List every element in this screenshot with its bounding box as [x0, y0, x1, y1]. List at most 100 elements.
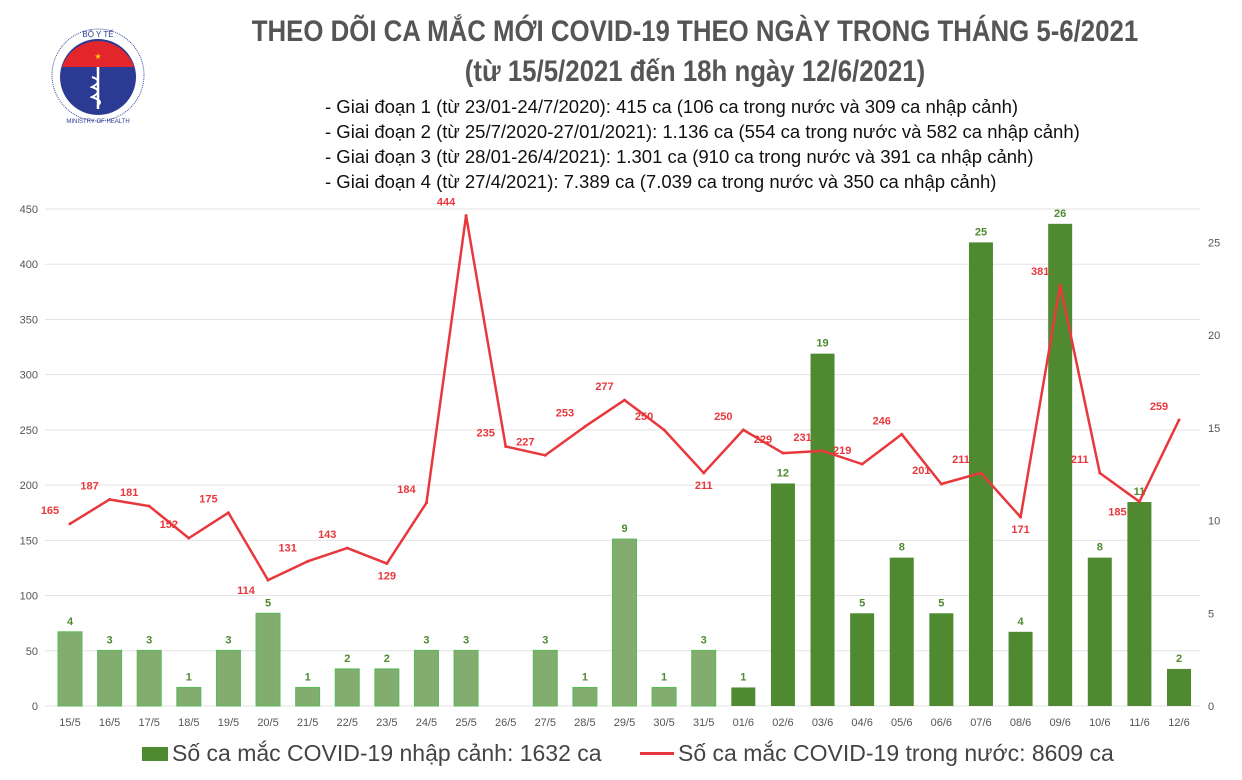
chart-title: THEO DÕI CA MẮC MỚI COVID-19 THEO NGÀY T… [251, 15, 1139, 48]
bar-data-label: 11 [1134, 486, 1146, 498]
bar [929, 613, 954, 706]
line-data-label: 114 [237, 585, 256, 597]
bar-data-label: 1 [305, 671, 311, 683]
line-point [543, 453, 547, 457]
bar [1127, 502, 1152, 706]
line-point [939, 482, 943, 486]
bar [889, 557, 914, 706]
bar-data-label: 25 [975, 226, 987, 238]
x-axis-tick: 19/5 [218, 717, 239, 729]
bar-data-label: 4 [1018, 616, 1025, 628]
legend-line-swatch [640, 752, 674, 755]
line-data-label: 184 [397, 484, 416, 496]
phase-4-text: - Giai đoạn 4 (từ 27/4/2021): 7.389 ca (… [325, 171, 997, 192]
line-data-label: 231 [793, 432, 811, 444]
line-point [821, 449, 825, 453]
bar [810, 353, 835, 706]
bar [532, 649, 558, 707]
bar-data-label: 9 [621, 523, 627, 535]
line-data-label: 444 [437, 197, 456, 209]
line-point [187, 536, 191, 540]
x-axis-tick: 31/5 [693, 717, 714, 729]
ministry-of-health-logo: ★ BỘ Y TẾ MINISTRY OF HEALTH [48, 25, 148, 130]
bar-data-label: 26 [1054, 208, 1066, 220]
line-data-label: 253 [556, 408, 574, 420]
bar [731, 687, 756, 706]
line-data-label: 143 [318, 529, 336, 541]
x-axis-tick: 02/6 [772, 717, 793, 729]
x-axis-tick: 16/5 [99, 717, 120, 729]
bar-data-label: 8 [899, 542, 905, 554]
line-data-label: 171 [1011, 524, 1029, 536]
line-point [702, 471, 706, 475]
x-axis-tick: 18/5 [178, 717, 199, 729]
bar [453, 649, 479, 707]
bar [850, 613, 875, 706]
line-point [583, 425, 587, 429]
svg-text:MINISTRY OF HEALTH: MINISTRY OF HEALTH [66, 119, 129, 125]
bar-data-label: 19 [816, 338, 828, 350]
bar [612, 538, 637, 707]
bar [295, 686, 321, 707]
line-data-label: 227 [516, 436, 534, 448]
bar-data-label: 3 [542, 634, 548, 646]
bar [255, 612, 281, 707]
x-axis-tick: 29/5 [614, 717, 635, 729]
line-data-label: 235 [476, 427, 494, 439]
legend-label-imported: Số ca mắc COVID-19 nhập cảnh: 1632 ca [172, 740, 602, 766]
left-axis-tick: 400 [20, 259, 38, 271]
bar-data-label: 1 [740, 671, 746, 683]
bar [97, 649, 123, 707]
line-data-label: 211 [695, 480, 713, 492]
chart-subtitle: (từ 15/5/2021 đến 18h ngày 12/6/2021) [464, 55, 926, 88]
line-data-label: 187 [80, 480, 98, 492]
left-axis-tick: 50 [26, 646, 38, 658]
bar-data-label: 3 [463, 634, 469, 646]
line-point [108, 497, 112, 501]
x-axis-tick: 28/5 [574, 717, 595, 729]
x-axis-tick: 03/6 [812, 717, 833, 729]
line-point [860, 462, 864, 466]
x-axis-tick: 08/6 [1010, 717, 1031, 729]
bar-data-label: 5 [265, 597, 271, 609]
bar-data-label: 8 [1097, 542, 1103, 554]
x-axis-tick: 07/6 [970, 717, 991, 729]
right-axis-tick: 25 [1208, 237, 1220, 249]
bar [1167, 668, 1191, 706]
line-point [900, 432, 904, 436]
x-axis-tick: 04/6 [851, 717, 872, 729]
bar-data-label: 2 [1176, 653, 1182, 665]
bar [1087, 557, 1112, 706]
line-point [147, 504, 151, 508]
bar-data-label: 3 [225, 634, 231, 646]
x-axis-tick: 23/5 [376, 717, 397, 729]
bar-data-label: 12 [777, 467, 789, 479]
line-point [385, 562, 389, 566]
right-axis-tick: 0 [1208, 701, 1214, 713]
bar [1008, 631, 1033, 706]
bar-data-label: 3 [146, 634, 152, 646]
left-axis-tick: 100 [20, 591, 38, 603]
bar-data-label: 1 [186, 671, 192, 683]
line-data-label: 211 [952, 454, 970, 466]
left-axis-tick: 450 [20, 204, 38, 216]
line-data-label: 131 [278, 542, 296, 554]
bar [572, 686, 598, 707]
line-data-label: 175 [199, 494, 217, 506]
line-point [1137, 500, 1141, 504]
bar [176, 686, 202, 707]
line-data-label: 185 [1108, 507, 1126, 519]
left-axis-tick: 350 [20, 314, 38, 326]
legend-bar-swatch [142, 746, 168, 761]
bar-data-label: 2 [344, 653, 350, 665]
line-data-label: 246 [873, 415, 891, 427]
legend-item-domestic: Số ca mắc COVID-19 trong nước: 8609 ca [640, 740, 1114, 767]
line-point [1058, 283, 1062, 287]
x-axis-tick: 26/5 [495, 717, 516, 729]
line-data-label: 250 [635, 411, 653, 423]
line-data-label: 259 [1150, 401, 1168, 413]
legend-item-imported: Số ca mắc COVID-19 nhập cảnh: 1632 ca [142, 740, 602, 767]
bar [215, 649, 241, 707]
line-point [1019, 515, 1023, 519]
